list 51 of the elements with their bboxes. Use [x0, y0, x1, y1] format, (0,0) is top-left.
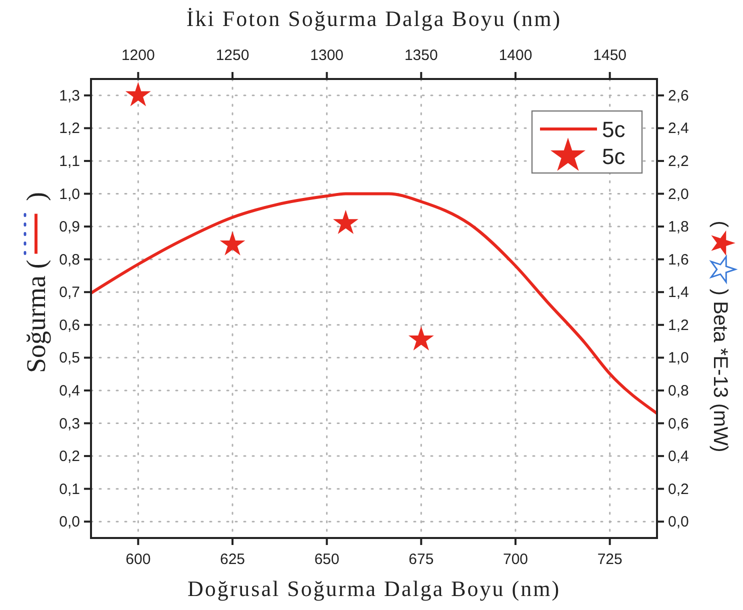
y-tick-label: 0,4 [59, 382, 80, 400]
x2-tick-label: 1350 [404, 47, 438, 64]
y-tick-label: 1,1 [59, 152, 80, 170]
y2-tick-label: 1,6 [668, 251, 689, 268]
x-tick-label: 700 [502, 551, 528, 568]
y-tick-label: 1,3 [59, 87, 80, 104]
y2-tick-label: 1,4 [668, 284, 689, 302]
y2-tick-label: 2,0 [668, 186, 689, 203]
x2-tick-label: 1400 [498, 47, 532, 64]
point [333, 210, 358, 234]
x2-tick-label: 1300 [310, 47, 344, 64]
y-tick-label: 0,8 [59, 251, 80, 268]
y-tick-label: 1,2 [59, 120, 80, 138]
y-tick-label: 0,6 [59, 316, 80, 334]
legend-label: 5c [602, 144, 626, 169]
x-tick-label: 600 [126, 551, 151, 568]
y2-tick-label: 1,2 [668, 316, 689, 334]
x-tick-label: 650 [314, 551, 340, 568]
text: Soğurma ( ) [21, 192, 51, 373]
legend-label: 5c [602, 117, 626, 142]
x2-tick-label: 1250 [216, 47, 250, 64]
x2-tick-label: 1450 [593, 47, 627, 64]
text: ( ) Beta *E-13 (mW) [709, 220, 731, 452]
y-tick-label: 0,7 [59, 284, 80, 302]
y-tick-label: 0,5 [59, 350, 80, 367]
y-tick-label: 0,9 [59, 218, 80, 236]
y2-tick-label: 0,6 [668, 415, 689, 432]
y2-tick-label: 2,2 [668, 152, 689, 170]
y2-tick-label: 0,0 [668, 514, 689, 531]
x2-tick-label: 1200 [121, 47, 155, 64]
y-tick-label: 0,3 [59, 415, 80, 432]
point [125, 82, 151, 106]
y2-tick-label: 0,4 [668, 448, 689, 466]
y-tick-label: 1,0 [59, 186, 80, 203]
y2-tick-label: 1,8 [668, 218, 689, 236]
y2-tick-label: 0,2 [668, 480, 689, 498]
x-tick-label: 675 [408, 551, 434, 568]
y2-tick-label: 2,4 [668, 120, 689, 138]
x-axis-title: Doğrusal Soğurma Dalga Boyu (nm) [187, 576, 561, 601]
x2-axis-title: İki Foton Soğurma Dalga Boyu (nm) [186, 6, 562, 31]
point [408, 326, 434, 350]
y2-tick-label: 0,8 [668, 382, 689, 400]
y2-tick-label: 1,0 [668, 350, 689, 367]
x-tick-label: 725 [597, 551, 622, 568]
y-tick-label: 0,1 [59, 480, 80, 498]
line-series [90, 192, 658, 415]
y-tick-label: 0,2 [59, 448, 80, 466]
x-tick-label: 625 [220, 551, 246, 568]
y2-tick-label: 2,6 [668, 87, 689, 104]
y-tick-label: 0,0 [59, 514, 80, 531]
point [220, 231, 246, 256]
